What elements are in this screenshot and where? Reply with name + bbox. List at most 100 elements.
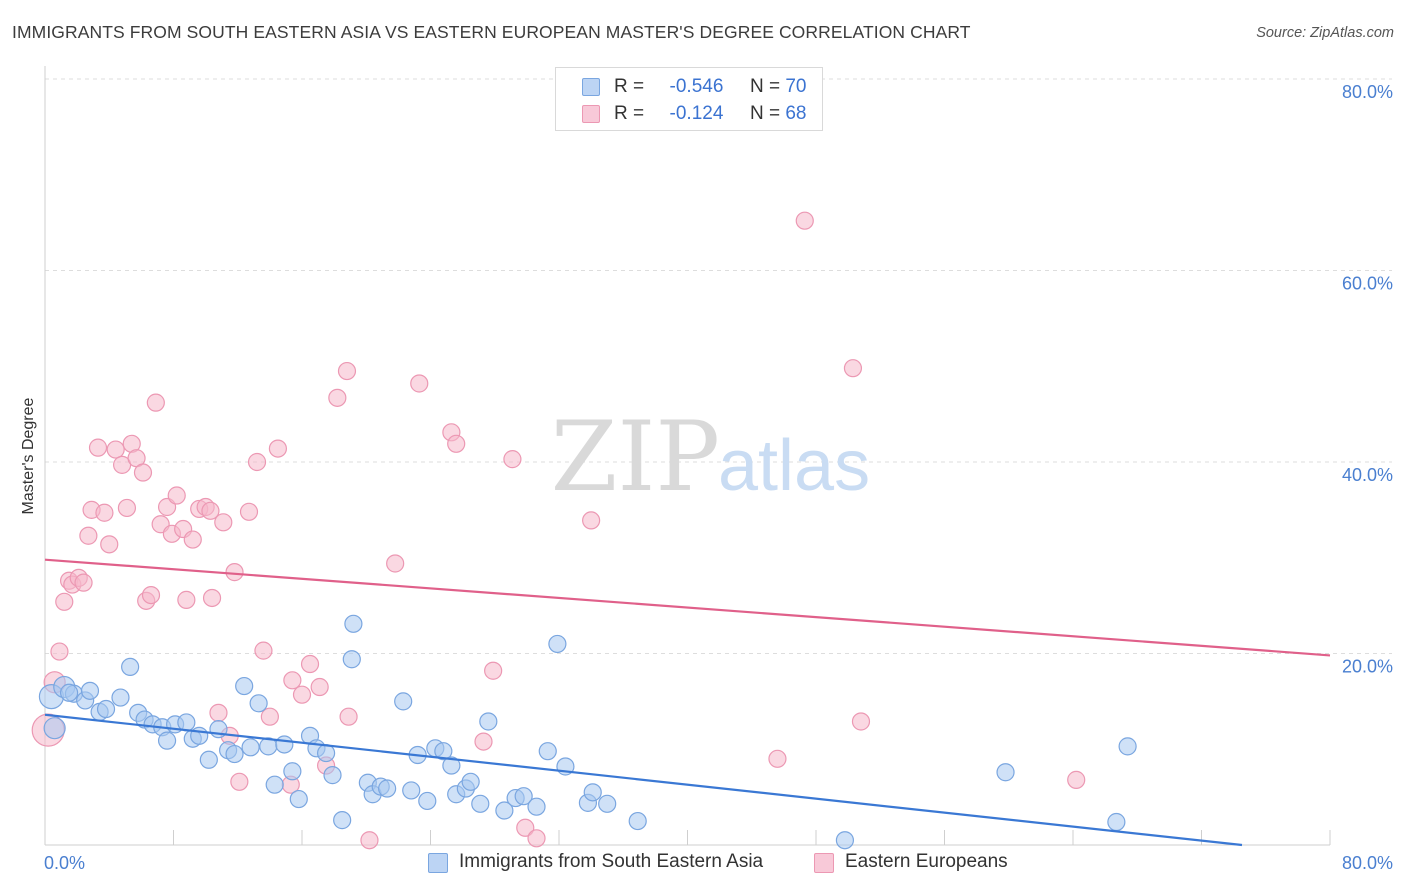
trend-line-sea [44, 713, 1243, 847]
data-point [514, 787, 533, 806]
bottom-legend-label-1: Immigrants from South Eastern Asia [459, 851, 764, 872]
data-point [268, 439, 288, 458]
data-point [851, 712, 871, 731]
data-point [209, 703, 228, 722]
x-tick-label: 0.0% [44, 853, 85, 873]
data-point [461, 772, 480, 791]
data-point [316, 743, 336, 763]
data-point [474, 732, 493, 751]
data-point [59, 683, 79, 702]
data-point [434, 742, 453, 761]
data-point [339, 707, 358, 726]
data-point [275, 735, 294, 754]
data-point [106, 440, 125, 459]
data-point [479, 712, 498, 731]
legend-r-value-1: -0.546 [669, 76, 724, 97]
correlation-legend: R = -0.546 N = 70 R = -0.124 N = 68 [555, 67, 823, 131]
data-point [1067, 770, 1086, 789]
data-point [117, 498, 137, 518]
watermark-atlas: atlas [718, 426, 870, 506]
data-point [300, 654, 320, 674]
data-point [310, 677, 329, 697]
legend-n-label: N = [749, 76, 781, 97]
data-point [199, 750, 218, 769]
data-point [111, 688, 130, 707]
data-point [337, 361, 357, 381]
data-point [527, 829, 546, 848]
data-point [582, 511, 601, 530]
data-point [201, 501, 220, 520]
data-point [241, 738, 260, 757]
y-tick-label: 60.0% [1342, 274, 1393, 294]
data-point [495, 801, 514, 820]
data-point [360, 831, 379, 850]
data-point [323, 766, 342, 785]
data-point [239, 502, 259, 521]
grid-lines [45, 78, 1392, 654]
data-point [50, 642, 69, 661]
data-point [283, 671, 302, 690]
data-point [88, 438, 108, 457]
source-label: Source: ZipAtlas.com [1256, 25, 1394, 41]
data-point [516, 818, 535, 837]
legend-r-label: R = [614, 76, 645, 97]
data-point [74, 573, 93, 592]
data-point [247, 452, 267, 472]
bottom-legend-swatch-blue [428, 853, 448, 873]
data-point [1118, 737, 1137, 756]
data-point [471, 794, 490, 813]
data-point [418, 791, 437, 811]
data-point [843, 359, 863, 378]
data-point [265, 775, 284, 794]
data-point [402, 781, 421, 800]
data-point [1107, 812, 1126, 832]
data-point [183, 530, 202, 549]
series-eastern-europeans-points [31, 211, 1086, 850]
watermark-zip: ZIP [551, 401, 720, 513]
y-tick-label: 80.0% [1342, 82, 1393, 102]
data-point [96, 699, 116, 719]
data-point [447, 434, 466, 453]
data-point [100, 535, 119, 554]
data-point [442, 756, 461, 775]
data-point [141, 585, 161, 605]
data-point [484, 661, 503, 680]
legend-n-value-1: 70 [785, 76, 807, 97]
data-point [283, 762, 302, 781]
data-point [289, 789, 308, 809]
data-point [583, 783, 602, 802]
tick-labels: 20.0% 40.0% 60.0% 80.0% 0.0% 80.0% [44, 82, 1393, 873]
bottom-legend-label-2: Eastern Europeans [845, 851, 1008, 872]
data-point [133, 463, 153, 482]
trend-line-eastern-europeans [44, 558, 1331, 657]
data-point [249, 694, 268, 713]
data-point [795, 211, 814, 230]
y-axis-label: Master's Degree [20, 397, 37, 514]
data-point [628, 811, 647, 831]
data-point [344, 614, 363, 633]
data-point [548, 634, 567, 654]
data-point [996, 763, 1015, 782]
data-point [214, 513, 233, 532]
data-point [328, 388, 347, 407]
legend-r-label: R = [614, 103, 645, 124]
chart-title: IMMIGRANTS FROM SOUTH EASTERN ASIA VS EA… [12, 22, 971, 42]
data-point [95, 503, 114, 522]
x-tick-label: 80.0% [1342, 853, 1393, 873]
data-point [835, 831, 855, 850]
data-point [410, 374, 429, 393]
data-point [503, 450, 522, 469]
data-point [157, 731, 177, 750]
y-tick-label: 20.0% [1342, 657, 1393, 677]
data-point [254, 641, 273, 660]
data-point [527, 797, 546, 816]
data-point [225, 563, 244, 582]
data-point [167, 486, 186, 505]
legend-swatch-blue [582, 78, 600, 96]
data-point [177, 590, 196, 609]
data-point [386, 554, 405, 573]
y-tick-label: 40.0% [1342, 465, 1393, 485]
data-point [177, 713, 196, 732]
data-point [333, 811, 352, 830]
data-point [80, 681, 100, 700]
